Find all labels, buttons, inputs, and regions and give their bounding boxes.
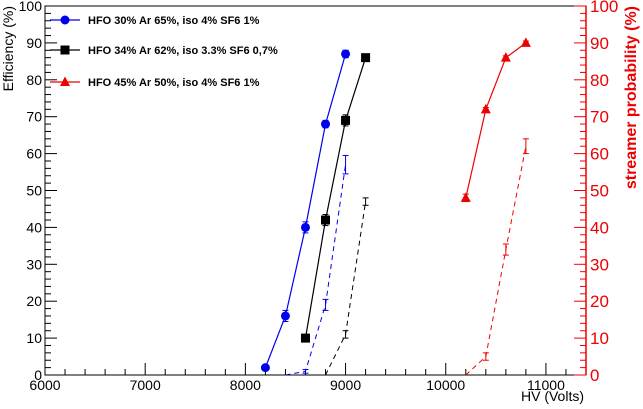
y-tick-label: 0: [34, 367, 42, 383]
y2-tick-label: 50: [590, 182, 609, 201]
data-point-square: [321, 215, 331, 225]
legend-label: HFO 30% Ar 65%, iso 4% SF6 1%: [88, 15, 260, 27]
data-point-circle: [260, 363, 270, 373]
y2-axis-title: streamer probability (%): [623, 6, 640, 189]
y2-tick-label: 60: [590, 145, 609, 164]
series-red: [460, 37, 531, 376]
x-tick-label: 7000: [130, 377, 161, 393]
data-point-square: [60, 45, 70, 55]
y-tick-label: 100: [19, 0, 43, 14]
data-point-triangle: [480, 103, 491, 114]
data-point-circle: [300, 222, 310, 232]
data-point-circle: [341, 49, 351, 59]
data-point-square: [361, 53, 371, 63]
streamer-line: [325, 201, 367, 376]
x-tick-label: 10000: [426, 377, 465, 393]
y2-tick-label: 90: [590, 34, 609, 53]
y2-tick-label: 20: [590, 292, 609, 311]
y-tick-label: 80: [26, 72, 42, 88]
efficiency-line: [465, 42, 527, 199]
y2-tick-label: 0: [590, 366, 599, 385]
data-point-circle: [280, 311, 290, 321]
legend-entry-red: HFO 45% Ar 50%, iso 4% SF6 1%: [50, 76, 260, 89]
data-point-triangle: [520, 37, 531, 47]
data-point-square: [300, 333, 310, 343]
x-tick-label: 9000: [330, 377, 361, 393]
legend-entry-black: HFO 34% Ar 62%, iso 3.3% SF6 0,7%: [50, 45, 278, 57]
series-blue: [260, 49, 351, 376]
y-tick-label: 10: [26, 330, 42, 346]
data-point-square: [341, 115, 351, 125]
legend-entry-blue: HFO 30% Ar 65%, iso 4% SF6 1%: [50, 15, 260, 27]
data-point-triangle: [460, 192, 471, 202]
y2-tick-label: 30: [590, 255, 609, 274]
y2-tick-label: 100: [590, 0, 618, 16]
streamer-line: [285, 164, 347, 376]
y-tick-label: 20: [26, 293, 42, 309]
y-tick-label: 90: [26, 35, 42, 51]
data-point-triangle: [500, 52, 511, 62]
y-tick-label: 30: [26, 256, 42, 272]
y2-tick-label: 40: [590, 218, 609, 237]
y-tick-label: 70: [26, 109, 42, 125]
efficiency-line: [264, 53, 347, 368]
efficiency-line: [304, 57, 367, 339]
x-tick-label: 11000: [527, 377, 565, 393]
y-axis-title: Efficiency (%): [0, 6, 16, 91]
y-tick-label: 40: [26, 219, 42, 235]
y2-tick-label: 10: [590, 329, 609, 348]
x-tick-label: 8000: [230, 377, 261, 393]
x-axis-title: HV (Volts): [521, 388, 584, 404]
streamer-line: [465, 146, 527, 376]
y-tick-label: 60: [26, 146, 42, 162]
data-point-circle: [60, 15, 70, 25]
y2-tick-label: 80: [590, 71, 609, 90]
y2-tick-label: 70: [590, 108, 609, 127]
legend-label: HFO 45% Ar 50%, iso 4% SF6 1%: [88, 77, 260, 89]
data-point-circle: [321, 119, 331, 129]
data-point-triangle: [60, 76, 70, 86]
series-black: [300, 53, 371, 376]
legend-label: HFO 34% Ar 62%, iso 3.3% SF6 0,7%: [88, 45, 278, 57]
x-tick-label: 6000: [29, 377, 60, 393]
y-tick-label: 50: [26, 183, 42, 199]
